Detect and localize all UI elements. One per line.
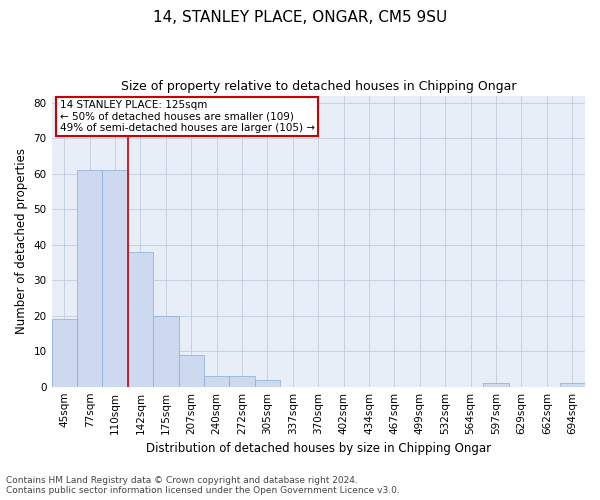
Bar: [128, 252, 153, 386]
Text: 14 STANLEY PLACE: 125sqm
← 50% of detached houses are smaller (109)
49% of semi-: 14 STANLEY PLACE: 125sqm ← 50% of detach…: [59, 100, 314, 133]
Text: Contains HM Land Registry data © Crown copyright and database right 2024.
Contai: Contains HM Land Registry data © Crown c…: [6, 476, 400, 495]
Title: Size of property relative to detached houses in Chipping Ongar: Size of property relative to detached ho…: [121, 80, 516, 93]
Bar: [103, 170, 128, 386]
Bar: [77, 170, 103, 386]
Bar: [179, 354, 204, 386]
Bar: [229, 376, 255, 386]
Text: 14, STANLEY PLACE, ONGAR, CM5 9SU: 14, STANLEY PLACE, ONGAR, CM5 9SU: [153, 10, 447, 25]
Bar: [204, 376, 229, 386]
Bar: [484, 383, 509, 386]
Bar: [560, 383, 585, 386]
Bar: [255, 380, 280, 386]
Y-axis label: Number of detached properties: Number of detached properties: [15, 148, 28, 334]
X-axis label: Distribution of detached houses by size in Chipping Ongar: Distribution of detached houses by size …: [146, 442, 491, 455]
Bar: [52, 319, 77, 386]
Bar: [153, 316, 179, 386]
